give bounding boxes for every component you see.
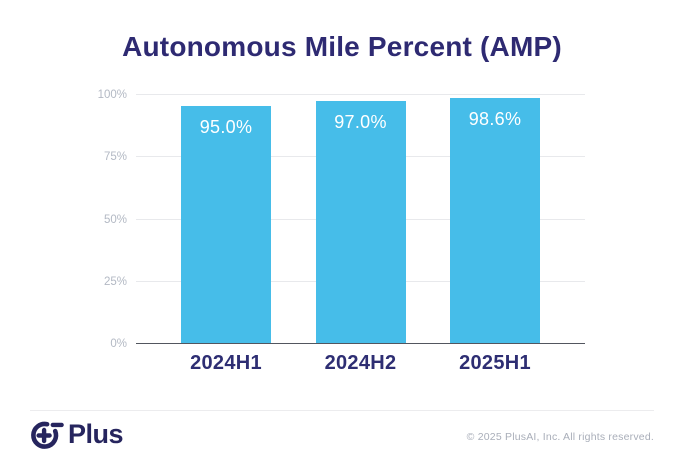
gridline-100: 100% — [98, 89, 585, 101]
logo-wordmark: Plus — [68, 418, 124, 449]
y-axis-tick-0: 0% — [110, 338, 127, 350]
bar-value-label: 98.6% — [468, 108, 522, 129]
bar-2024h2: 97.0% — [315, 101, 406, 343]
y-axis-tick-50: 50% — [103, 213, 127, 226]
chart-title: Autonomous Mile Percent (AMP) — [122, 31, 562, 62]
x-axis-label-2024h2: 2024H2 — [324, 352, 397, 374]
plus-ai-logo-icon — [31, 421, 64, 449]
plus-ai-logo: Plus — [29, 416, 124, 452]
x-axis-label-2024h1: 2024H1 — [190, 352, 262, 374]
bar-2025h1: 98.6% — [450, 97, 540, 343]
bar-value-label: 95.0% — [199, 117, 253, 138]
bar-group-2024h1: 95.0% 2024H1 — [181, 94, 271, 374]
bar-chart-plot-area: 100% 75% 50% 25% 0% 95.0% 2024H1 97.0% — [98, 89, 585, 374]
bar-value-label: 97.0% — [334, 112, 387, 133]
y-axis-tick-25: 25% — [103, 275, 127, 288]
x-axis-label-2025h1: 2025H1 — [459, 352, 531, 374]
footer-divider — [30, 410, 654, 411]
copyright-text: © 2025 PlusAI, Inc. All rights reserved. — [466, 431, 654, 443]
y-axis-tick-75: 75% — [103, 151, 127, 164]
bar-group-2025h1: 98.6% 2025H1 — [450, 94, 540, 374]
bar-2024h1: 95.0% — [181, 106, 271, 343]
bar-series: 95.0% 2024H1 97.0% 2024H2 98.6% 2025H1 — [136, 94, 585, 374]
bar-group-2024h2: 97.0% 2024H2 — [315, 94, 406, 374]
y-axis-tick-100: 100% — [97, 89, 127, 101]
x-axis-line: 0% — [110, 338, 585, 350]
